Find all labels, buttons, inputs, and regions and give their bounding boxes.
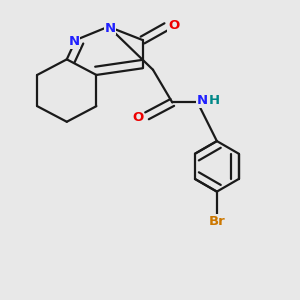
Text: N: N xyxy=(69,35,80,48)
Text: Br: Br xyxy=(208,215,225,228)
Text: N: N xyxy=(104,22,116,34)
Text: N: N xyxy=(197,94,208,107)
Text: O: O xyxy=(133,111,144,124)
Text: H: H xyxy=(208,94,220,107)
Text: O: O xyxy=(168,19,179,32)
